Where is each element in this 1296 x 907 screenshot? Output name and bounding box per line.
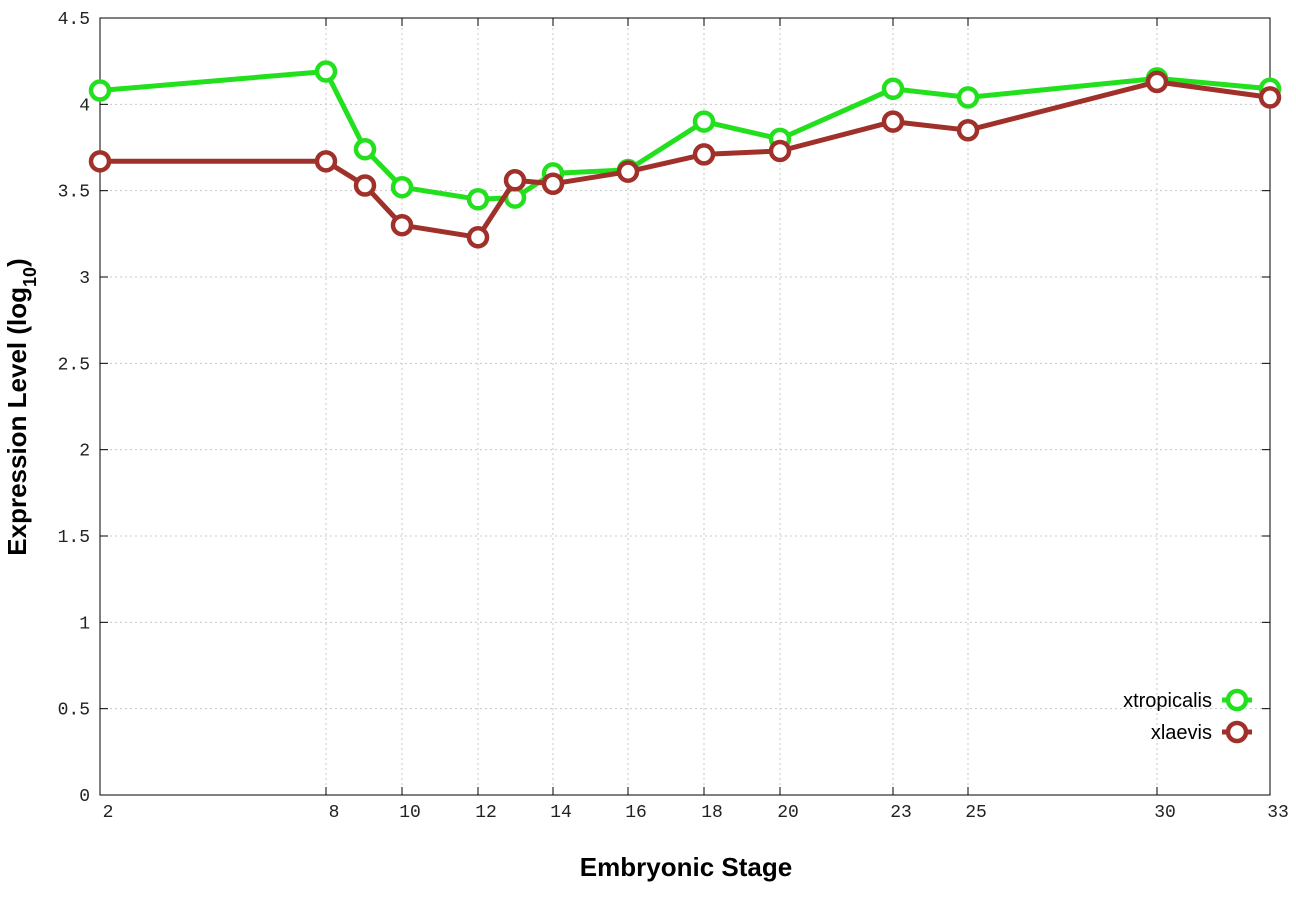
x-axis: 2 8 10 12 14 16 18 20 23 25 30 33 bbox=[99, 18, 1289, 823]
x-tick-label: 30 bbox=[1154, 803, 1176, 823]
data-point bbox=[503, 169, 527, 192]
data-point bbox=[314, 150, 338, 173]
data-point bbox=[541, 172, 565, 196]
y-tick-label: 2.5 bbox=[58, 355, 90, 375]
x-tick-label: 20 bbox=[777, 803, 799, 823]
grid bbox=[100, 18, 1270, 795]
y-tick-label: 3 bbox=[79, 269, 90, 289]
data-point bbox=[692, 143, 716, 166]
legend-item: xlaevis bbox=[1151, 720, 1252, 744]
y-tick-label: 2 bbox=[79, 442, 90, 462]
data-point bbox=[881, 77, 905, 101]
data-point bbox=[956, 86, 980, 109]
legend-label: xlaevis bbox=[1151, 722, 1212, 744]
data-point bbox=[768, 139, 792, 163]
data-point bbox=[314, 60, 338, 83]
data-point bbox=[88, 79, 112, 102]
x-axis-title: Embryonic Stage bbox=[580, 852, 792, 882]
y-tick-label: 4.5 bbox=[58, 10, 90, 30]
y-axis-title: Expression Level (log10) bbox=[2, 258, 40, 555]
series-xtropicalis bbox=[88, 60, 1282, 211]
data-point bbox=[881, 110, 905, 133]
data-point bbox=[88, 150, 112, 173]
legend: xtropicalis xlaevis bbox=[1123, 688, 1252, 744]
x-tick-label: 14 bbox=[550, 803, 572, 823]
series-layer bbox=[88, 60, 1282, 249]
data-point bbox=[390, 175, 414, 199]
y-tick-label: 0.5 bbox=[58, 701, 90, 721]
x-tick-label: 12 bbox=[475, 803, 497, 823]
data-point bbox=[390, 213, 414, 237]
y-axis-title-subscript: 10 bbox=[20, 267, 40, 287]
y-tick-label: 4 bbox=[79, 96, 90, 116]
y-axis-title-main: Expression Level (log bbox=[2, 287, 32, 556]
legend-label: xtropicalis bbox=[1123, 690, 1212, 712]
x-tick-label: 25 bbox=[965, 803, 987, 823]
x-tick-label: 33 bbox=[1267, 803, 1289, 823]
y-tick-label: 1.5 bbox=[58, 528, 90, 548]
series-line bbox=[100, 79, 1271, 240]
data-point bbox=[1258, 86, 1282, 109]
x-tick-label: 2 bbox=[103, 803, 114, 823]
data-point bbox=[692, 110, 716, 133]
y-axis-title-close: ) bbox=[2, 258, 32, 267]
y-tick-label: 0 bbox=[79, 787, 90, 807]
plot-border bbox=[99, 17, 1271, 796]
series-line bbox=[99, 69, 1271, 202]
plot-frame bbox=[99, 17, 1271, 796]
y-tick-label: 3.5 bbox=[58, 183, 90, 203]
data-point bbox=[353, 174, 377, 197]
y-tick-label: 1 bbox=[79, 614, 90, 634]
series-xlaevis bbox=[88, 70, 1282, 249]
legend-item: xtropicalis bbox=[1123, 688, 1252, 712]
data-point bbox=[616, 160, 640, 183]
data-point bbox=[466, 188, 490, 211]
data-point bbox=[466, 226, 490, 249]
data-point bbox=[353, 137, 377, 161]
x-tick-label: 23 bbox=[890, 803, 912, 823]
legend-marker bbox=[1225, 720, 1249, 744]
x-tick-label: 8 bbox=[329, 803, 340, 823]
y-axis: 0 0.5 1 1.5 2 2.5 3 3.5 4 4.5 bbox=[58, 10, 1270, 807]
legend-marker bbox=[1225, 688, 1249, 712]
data-point bbox=[956, 118, 980, 142]
x-tick-label: 10 bbox=[399, 803, 421, 823]
data-point bbox=[1145, 70, 1169, 94]
x-tick-label: 18 bbox=[701, 803, 723, 823]
x-tick-label: 16 bbox=[625, 803, 647, 823]
